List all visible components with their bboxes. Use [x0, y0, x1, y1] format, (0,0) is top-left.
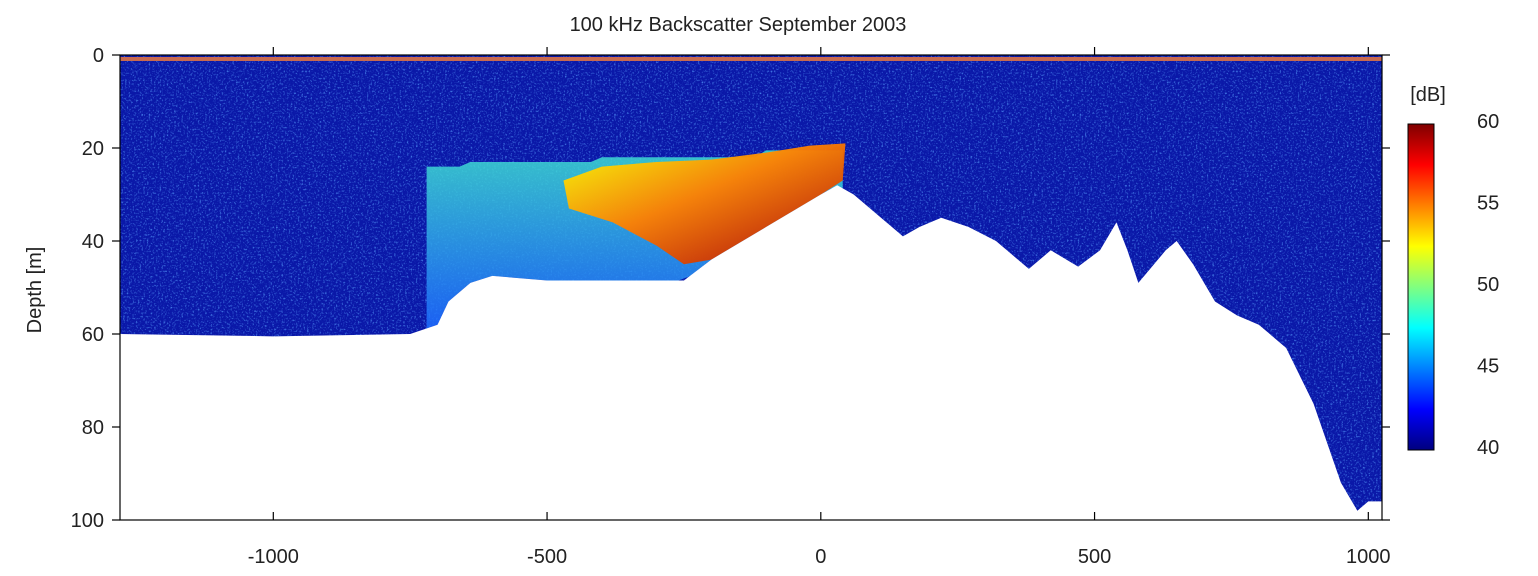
colorbar-tick-label: 50 — [1477, 274, 1499, 296]
y-tick-label: 80 — [82, 417, 104, 439]
colorbar-label: [dB] — [1410, 84, 1446, 106]
colorbar-scale — [1407, 123, 1435, 451]
x-axis: -1000 -500 0 500 1000 — [248, 47, 1391, 568]
plot-area — [120, 55, 1382, 520]
y-tick-label: 100 — [71, 510, 104, 532]
x-tick-label: -500 — [527, 546, 567, 568]
y-axis-label: Depth [m] — [24, 247, 46, 334]
x-tick-label: 1000 — [1346, 546, 1391, 568]
surface-line — [120, 57, 1382, 61]
seafloor-profile — [120, 185, 1382, 520]
colorbar-ticks: 40 45 50 55 60 — [1477, 111, 1499, 459]
y-tick-label: 20 — [82, 138, 104, 160]
y-tick-label: 0 — [93, 45, 104, 67]
plot-frame — [119, 54, 1383, 521]
colorbar-tick-label: 55 — [1477, 193, 1499, 215]
colorbar: [dB] 40 45 50 55 60 — [1407, 84, 1499, 459]
colorbar-tick-label: 60 — [1477, 111, 1499, 133]
y-tick-label: 40 — [82, 231, 104, 253]
colorbar-tick-label: 45 — [1477, 356, 1499, 378]
colorbar-tick-label: 40 — [1477, 437, 1499, 459]
x-tick-label: -1000 — [248, 546, 299, 568]
scattering-layer-strong — [563, 143, 846, 265]
y-axis: 0 20 40 60 80 100 — [71, 45, 1390, 532]
chart-title: 100 kHz Backscatter September 2003 — [570, 14, 907, 36]
x-tick-label: 0 — [815, 546, 826, 568]
x-tick-label: 500 — [1078, 546, 1111, 568]
y-tick-label: 60 — [82, 324, 104, 346]
